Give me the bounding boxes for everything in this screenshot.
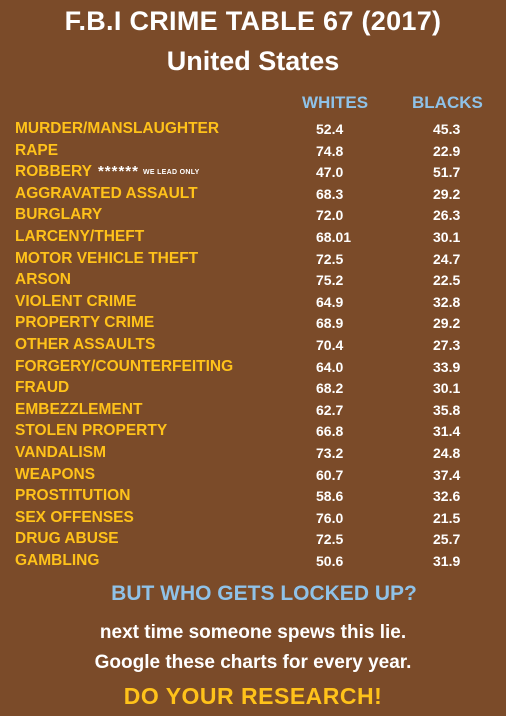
message-line-2: Google these charts for every year. bbox=[94, 652, 412, 673]
whites-value: 68.01 bbox=[316, 228, 352, 245]
blacks-value: 30.1 bbox=[433, 228, 461, 245]
row-label: FORGERY/COUNTERFEITING bbox=[15, 357, 234, 375]
whites-value: 60.7 bbox=[316, 466, 344, 483]
asterisk-note: ****** bbox=[97, 163, 139, 181]
table-row: PROSTITUTION 58.6 32.6 bbox=[0, 486, 506, 508]
note-text: WE LEAD ONLY bbox=[142, 169, 200, 177]
row-label: EMBEZZLEMENT bbox=[15, 400, 143, 418]
question-headline: BUT WHO GETS LOCKED UP? bbox=[111, 582, 417, 605]
table-row: AGGRAVATED ASSAULT 68.3 29.2 bbox=[0, 184, 506, 206]
table-row: DRUG ABUSE 72.5 25.7 bbox=[0, 529, 506, 551]
row-label: PROSTITUTION bbox=[15, 487, 131, 505]
row-label: AGGRAVATED ASSAULT bbox=[15, 184, 198, 202]
page-subtitle: United States bbox=[166, 46, 340, 76]
whites-value: 70.4 bbox=[316, 336, 344, 353]
whites-value: 74.8 bbox=[316, 142, 344, 159]
row-label-with-note: ROBBERY ****** WE LEAD ONLY bbox=[15, 162, 200, 183]
blacks-value: 51.7 bbox=[433, 164, 461, 181]
table-row: ROBBERY ****** WE LEAD ONLY 47.0 51.7 bbox=[0, 162, 506, 184]
row-label: STOLEN PROPERTY bbox=[15, 422, 168, 440]
whites-value: 47.0 bbox=[316, 164, 344, 181]
whites-value: 50.6 bbox=[316, 552, 344, 569]
page-title: F.B.I CRIME TABLE 67 (2017) bbox=[64, 6, 442, 36]
table-row: WEAPONS 60.7 37.4 bbox=[0, 465, 506, 487]
blacks-value: 35.8 bbox=[433, 401, 461, 418]
table-row: VANDALISM 73.2 24.8 bbox=[0, 443, 506, 465]
row-label: MURDER/MANSLAUGHTER bbox=[15, 120, 220, 137]
row-label: OTHER ASSAULTS bbox=[15, 335, 156, 353]
blacks-value: 25.7 bbox=[433, 531, 461, 548]
table-row: OTHER ASSAULTS 70.4 27.3 bbox=[0, 335, 506, 357]
blacks-value: 24.7 bbox=[433, 250, 461, 267]
whites-value: 64.0 bbox=[316, 358, 344, 375]
row-label: VANDALISM bbox=[15, 443, 106, 461]
row-label: ROBBERY bbox=[15, 163, 92, 181]
blacks-value: 24.8 bbox=[433, 444, 461, 461]
table-row: MOTOR VEHICLE THEFT 72.5 24.7 bbox=[0, 249, 506, 271]
blacks-value: 33.9 bbox=[433, 358, 461, 375]
blacks-value: 22.5 bbox=[433, 272, 461, 289]
row-label: MOTOR VEHICLE THEFT bbox=[15, 249, 199, 267]
row-label: RAPE bbox=[15, 141, 59, 159]
blacks-value: 31.4 bbox=[433, 423, 461, 440]
whites-value: 72.5 bbox=[316, 531, 344, 548]
row-label: PROPERTY CRIME bbox=[15, 314, 155, 332]
blacks-value: 31.9 bbox=[433, 552, 461, 569]
whites-value: 58.6 bbox=[316, 488, 344, 505]
whites-value: 68.3 bbox=[316, 185, 344, 202]
blacks-value: 21.5 bbox=[433, 509, 461, 526]
table-row: RAPE 74.8 22.9 bbox=[0, 141, 506, 163]
column-header-whites: WHITES bbox=[302, 93, 369, 112]
table-row: FRAUD 68.2 30.1 bbox=[0, 378, 506, 400]
blacks-value: 29.2 bbox=[433, 315, 461, 332]
whites-value: 66.8 bbox=[316, 423, 344, 440]
table-row: SEX OFFENSES 76.0 21.5 bbox=[0, 508, 506, 530]
whites-value: 68.9 bbox=[316, 315, 344, 332]
whites-value: 68.2 bbox=[316, 380, 344, 397]
row-label: VIOLENT CRIME bbox=[15, 292, 137, 310]
row-label: GAMBLING bbox=[15, 551, 100, 569]
blacks-value: 32.8 bbox=[433, 293, 461, 310]
whites-value: 52.4 bbox=[316, 121, 344, 137]
table-row: STOLEN PROPERTY 66.8 31.4 bbox=[0, 421, 506, 443]
blacks-value: 29.2 bbox=[433, 185, 461, 202]
blacks-value: 32.6 bbox=[433, 488, 461, 505]
blacks-value: 26.3 bbox=[433, 207, 461, 224]
blacks-value: 30.1 bbox=[433, 380, 461, 397]
whites-value: 72.0 bbox=[316, 207, 344, 224]
blacks-value: 27.3 bbox=[433, 336, 461, 353]
table-row: BURGLARY 72.0 26.3 bbox=[0, 205, 506, 227]
blacks-value: 37.4 bbox=[433, 466, 461, 483]
row-label: BURGLARY bbox=[15, 206, 103, 224]
table-row: ARSON 75.2 22.5 bbox=[0, 270, 506, 292]
table-row: EMBEZZLEMENT 62.7 35.8 bbox=[0, 400, 506, 422]
table-row: VIOLENT CRIME 64.9 32.8 bbox=[0, 292, 506, 314]
whites-value: 72.5 bbox=[316, 250, 344, 267]
table-row: MURDER/MANSLAUGHTER 52.4 45.3 bbox=[0, 119, 506, 141]
table-row: FORGERY/COUNTERFEITING 64.0 33.9 bbox=[0, 357, 506, 379]
message-line-1: next time someone spews this lie. bbox=[99, 622, 407, 643]
row-label: SEX OFFENSES bbox=[15, 508, 134, 526]
whites-value: 62.7 bbox=[316, 401, 344, 418]
whites-value: 76.0 bbox=[316, 509, 344, 526]
row-label: FRAUD bbox=[15, 379, 70, 397]
crime-table: MURDER/MANSLAUGHTER 52.4 45.3 RAPE 74.8 … bbox=[0, 119, 506, 572]
whites-value: 75.2 bbox=[316, 272, 344, 289]
table-row: PROPERTY CRIME 68.9 29.2 bbox=[0, 313, 506, 335]
blacks-value: 22.9 bbox=[433, 142, 461, 159]
row-label: DRUG ABUSE bbox=[15, 530, 119, 548]
call-to-action: DO YOUR RESEARCH! bbox=[123, 683, 383, 709]
whites-value: 73.2 bbox=[316, 444, 344, 461]
table-row: GAMBLING 50.6 31.9 bbox=[0, 551, 506, 573]
row-label: WEAPONS bbox=[15, 465, 96, 483]
table-row: LARCENY/THEFT 68.01 30.1 bbox=[0, 227, 506, 249]
row-label: ARSON bbox=[15, 271, 71, 289]
row-label: LARCENY/THEFT bbox=[15, 227, 145, 245]
whites-value: 64.9 bbox=[316, 293, 344, 310]
blacks-value: 45.3 bbox=[433, 121, 461, 137]
column-header-blacks: BLACKS bbox=[412, 93, 483, 112]
